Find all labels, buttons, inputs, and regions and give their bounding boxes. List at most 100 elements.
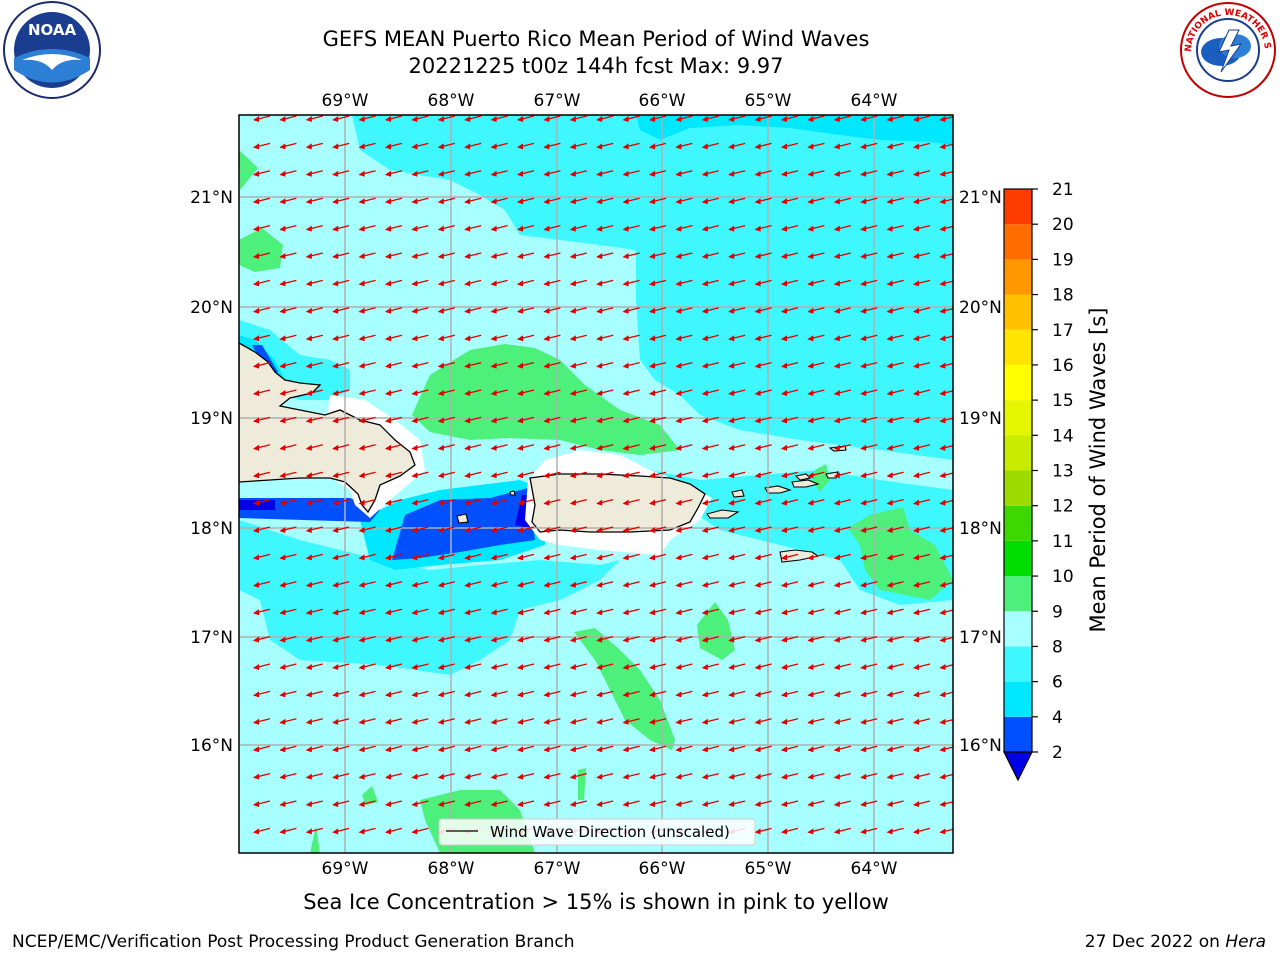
wave-direction-arrow (649, 690, 667, 698)
noaa-logo-text: NOAA (28, 21, 77, 39)
wave-direction-arrow (675, 635, 693, 643)
wave-direction-arrow (517, 361, 535, 369)
wave-direction-arrow (833, 389, 851, 396)
wave-direction-arrow (464, 608, 482, 616)
wave-direction-arrow (437, 170, 455, 177)
wave-direction-arrow (253, 772, 271, 780)
wave-direction-arrow (490, 690, 508, 698)
wave-direction-arrow (411, 663, 429, 670)
wave-direction-arrow (411, 827, 429, 835)
map-subtitle: 20221225 t00z 144h fcst Max: 9.97 (408, 54, 784, 78)
st-john-bvi (791, 479, 820, 488)
wave-direction-arrow (860, 279, 878, 287)
wave-direction-arrow (517, 197, 535, 205)
wave-direction-arrow (622, 416, 640, 424)
wave-direction-arrow (332, 827, 350, 835)
wave-direction-arrow (913, 279, 931, 287)
wave-direction-arrow (332, 690, 350, 698)
wave-direction-arrow (569, 553, 587, 561)
wave-direction-arrow (860, 252, 878, 259)
wave-direction-arrow (569, 800, 587, 807)
wave-direction-arrow (253, 361, 271, 369)
wave-direction-arrow (253, 635, 271, 643)
wave-direction-arrow (253, 745, 271, 753)
wave-direction-arrow (253, 224, 271, 232)
wave-direction-arrow (358, 553, 376, 561)
wave-direction-arrow (279, 334, 297, 342)
colorbar-tick-label: 12 (1052, 497, 1074, 517)
wave-direction-arrow (253, 170, 271, 177)
wave-direction-arrow (754, 581, 772, 588)
colorbar-tick-label: 21 (1052, 180, 1074, 200)
wave-direction-arrow (754, 663, 772, 670)
wave-direction-arrow (913, 553, 931, 561)
wave-direction-arrow (543, 224, 561, 232)
wave-direction-arrow (860, 170, 878, 177)
wave-direction-arrow (411, 526, 429, 533)
wave-direction-arrow (543, 800, 561, 807)
wave-direction-arrow (358, 307, 376, 314)
wave-direction-arrow (569, 142, 587, 150)
wave-direction-arrow (781, 416, 799, 424)
wave-direction-arrow (886, 224, 904, 232)
wave-direction-arrow (464, 800, 482, 807)
wave-direction-arrow (728, 252, 746, 259)
wave-direction-arrow (332, 471, 350, 479)
wave-direction-arrow (596, 334, 614, 342)
mona-island (456, 513, 469, 524)
wave-direction-arrow (728, 581, 746, 588)
wave-direction-arrow (807, 498, 825, 506)
wave-direction-arrow (569, 581, 587, 588)
wave-direction-arrow (649, 334, 667, 342)
wave-direction-arrow (437, 471, 455, 479)
wave-direction-arrow (437, 690, 455, 698)
wave-direction-arrow (728, 635, 746, 643)
wave-direction-arrow (649, 279, 667, 287)
wave-direction-arrow (358, 772, 376, 780)
wave-direction-arrow (464, 224, 482, 232)
wave-direction-arrow (807, 471, 825, 479)
wave-direction-arrow (701, 115, 719, 122)
wave-period-8-9-region-small-3 (812, 464, 830, 492)
wave-direction-arrow (781, 361, 799, 369)
wave-direction-arrow (596, 307, 614, 314)
wave-direction-arrow (860, 635, 878, 643)
colorbar-label: Mean Period of Wind Waves [s] (1086, 308, 1110, 633)
colorbar-tick-label: 19 (1052, 250, 1074, 270)
wave-direction-arrow (807, 115, 825, 122)
noaa-logo: NOAA (3, 1, 101, 99)
wave-direction-arrow (728, 526, 746, 533)
colorbar-segment (1004, 470, 1032, 506)
wave-direction-arrow (728, 170, 746, 177)
wave-direction-arrow (860, 115, 878, 122)
wave-direction-arrow (886, 772, 904, 780)
wave-direction-arrow (913, 690, 931, 698)
wave-direction-arrow (860, 690, 878, 698)
wave-direction-arrow (490, 224, 508, 232)
wave-direction-arrow (754, 115, 772, 122)
wave-direction-arrow (596, 279, 614, 287)
wave-direction-arrow (833, 690, 851, 698)
wave-direction-arrow (305, 252, 323, 259)
colorbar-segment (1004, 259, 1032, 295)
wave-direction-arrow (279, 635, 297, 643)
wave-direction-arrow (279, 663, 297, 670)
wave-direction-arrow (543, 361, 561, 369)
wave-direction-arrow (675, 745, 693, 753)
wave-direction-arrow (490, 142, 508, 150)
wave-direction-arrow (385, 170, 403, 177)
wave-direction-arrow (701, 279, 719, 287)
wave-direction-arrow (437, 553, 455, 561)
wave-direction-arrow (833, 635, 851, 643)
wave-direction-arrow (411, 224, 429, 232)
wave-direction-arrow (596, 635, 614, 643)
wave-direction-arrow (332, 800, 350, 807)
wave-direction-arrow (517, 170, 535, 177)
wave-direction-arrow (622, 252, 640, 259)
wave-direction-arrow (596, 498, 614, 506)
wave-direction-arrow (701, 635, 719, 643)
wave-direction-arrow (358, 170, 376, 177)
wave-direction-arrow (490, 389, 508, 396)
wave-direction-arrow (833, 115, 851, 122)
wave-direction-arrow (754, 498, 772, 506)
